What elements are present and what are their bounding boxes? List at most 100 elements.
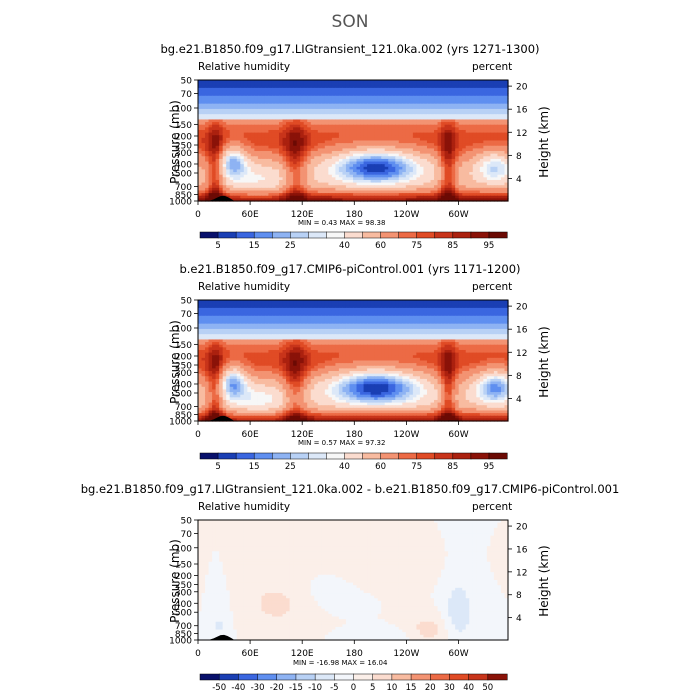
contour-cell [504, 108, 509, 113]
contour-cell [293, 116, 298, 121]
contour-cell [275, 90, 280, 94]
contour-cell [275, 122, 280, 126]
contour-cell [377, 172, 382, 176]
contour-cell [500, 148, 506, 152]
contour-cell [426, 93, 432, 97]
contour-cell [476, 187, 481, 192]
contour-cell [257, 198, 263, 202]
contour-cell [345, 161, 351, 165]
contour-cell [289, 145, 294, 149]
contour-cell [479, 195, 484, 199]
colorbar-swatch [326, 231, 346, 239]
contour-cell [233, 98, 238, 102]
contour-cell [476, 185, 481, 189]
contour-cell [226, 95, 231, 100]
contour-cell [391, 198, 396, 202]
contour-cell [342, 140, 347, 144]
contour-cell [300, 82, 305, 86]
contour-cell [289, 318, 294, 322]
contour-cell [268, 143, 273, 147]
contour-cell [289, 114, 294, 118]
contour-cell [275, 135, 280, 139]
contour-cell [472, 80, 477, 84]
contour-cell [381, 153, 386, 157]
contour-cell [391, 95, 396, 100]
contour-cell [201, 174, 206, 178]
contour-cell [289, 93, 294, 97]
contour-cell [236, 195, 241, 199]
contour-cell [198, 321, 203, 325]
contour-cell [419, 122, 425, 126]
contour-cell [458, 164, 463, 168]
contour-cell [243, 305, 248, 309]
contour-cell [342, 300, 347, 304]
contour-cell [416, 129, 421, 134]
contour-cell [328, 153, 333, 157]
contour-cell [219, 98, 224, 102]
contour-cell [293, 108, 298, 113]
contour-cell [296, 310, 301, 314]
contour-cell [261, 145, 266, 149]
contour-cell [208, 135, 213, 139]
contour-cell [205, 164, 210, 168]
contour-cell [247, 158, 252, 163]
contour-cell [240, 310, 245, 314]
contour-cell [430, 195, 435, 199]
contour-cell [226, 151, 231, 155]
contour-cell [279, 132, 284, 136]
contour-cell [279, 195, 284, 199]
contour-cell [264, 310, 270, 314]
contour-cell [279, 114, 284, 118]
contour-cell [198, 124, 203, 128]
contour-cell [360, 135, 365, 139]
contour-cell [310, 93, 315, 97]
contour-cell [395, 145, 400, 149]
contour-cell [497, 116, 502, 121]
contour-cell [458, 145, 463, 149]
contour-cell [395, 156, 400, 160]
contour-cell [271, 85, 277, 89]
contour-cell [222, 82, 227, 86]
contour-cell [444, 315, 449, 320]
contour-cell [430, 148, 435, 152]
contour-cell [219, 140, 224, 144]
contour-cell [412, 179, 418, 184]
contour-cell [374, 122, 379, 126]
contour-cell [448, 182, 453, 186]
contour-cell [462, 307, 467, 312]
contour-cell [233, 143, 238, 147]
contour-cell [377, 321, 382, 325]
contour-cell [472, 156, 477, 160]
contour-cell [293, 166, 298, 171]
contour-cell [261, 158, 266, 163]
contour-cell [247, 307, 252, 312]
contour-cell [434, 114, 439, 118]
contour-cell [201, 124, 206, 128]
contour-cell [300, 315, 305, 320]
contour-cell [296, 135, 301, 139]
contour-cell [222, 85, 227, 89]
contour-cell [296, 187, 301, 192]
contour-cell [434, 85, 439, 89]
contour-cell [486, 140, 491, 144]
contour-cell [314, 93, 319, 97]
contour-cell [458, 132, 463, 136]
contour-cell [437, 119, 442, 123]
contour-cell [296, 108, 301, 113]
contour-cell [335, 108, 340, 113]
contour-cell [208, 98, 213, 102]
contour-cell [286, 82, 291, 86]
contour-cell [229, 114, 234, 118]
contour-cell [296, 177, 301, 181]
contour-cell [370, 166, 375, 171]
contour-cell [293, 305, 298, 309]
contour-cell [314, 95, 319, 100]
contour-cell [462, 137, 467, 142]
contour-cell [448, 101, 453, 105]
contour-cell [462, 143, 467, 147]
contour-cell [219, 300, 224, 304]
contour-cell [367, 300, 372, 304]
contour-cell [356, 114, 361, 118]
contour-cell [363, 318, 368, 322]
contour-cell [243, 106, 248, 110]
